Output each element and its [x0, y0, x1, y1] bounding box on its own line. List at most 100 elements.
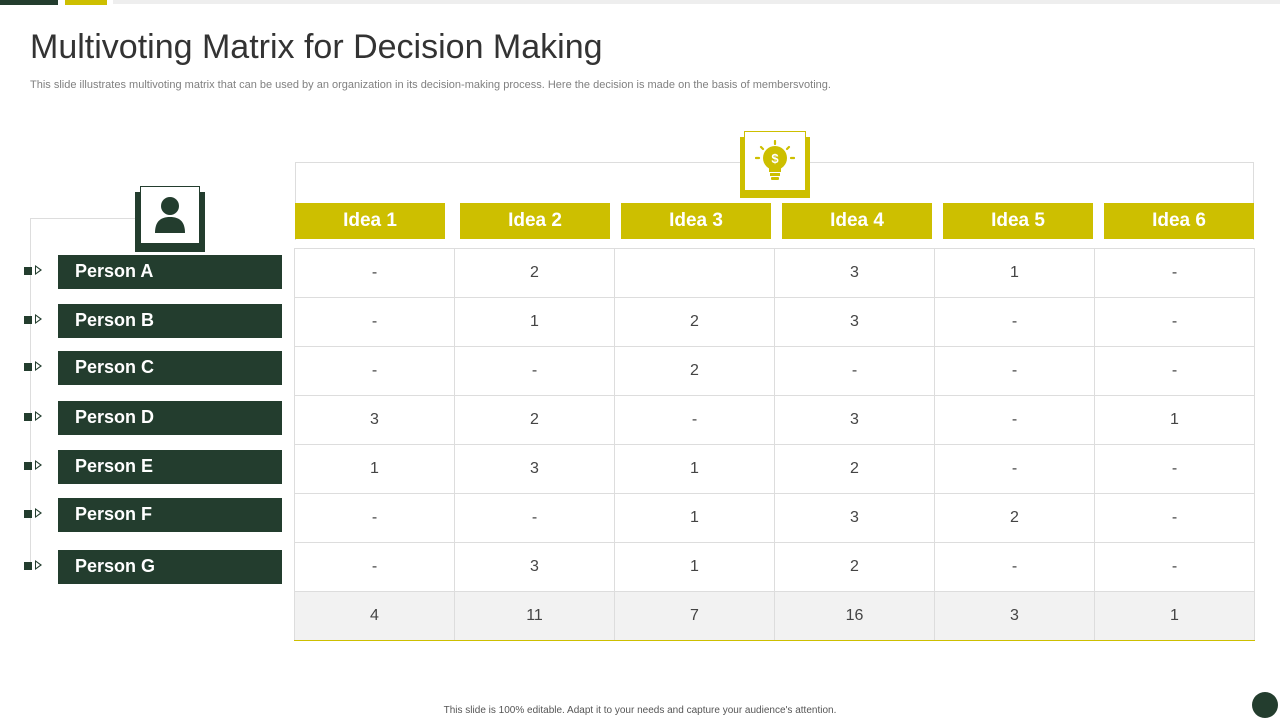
total-cell: 4 — [294, 591, 455, 641]
vote-cell: 3 — [454, 542, 615, 592]
vote-cell: 2 — [774, 542, 935, 592]
total-cell: 1 — [1094, 591, 1255, 641]
total-cell: 16 — [774, 591, 935, 641]
person-row: Person G — [24, 550, 282, 584]
vote-cell: - — [294, 297, 455, 347]
connector-line — [30, 218, 136, 219]
vote-cell: 2 — [454, 395, 615, 445]
vote-cell: - — [1094, 493, 1255, 543]
total-cell: 11 — [454, 591, 615, 641]
vote-matrix: - 2 3 1 - - 1 2 3 - - - - 2 - - - 3 2 - … — [294, 248, 1255, 641]
vote-cell: - — [454, 346, 615, 396]
vote-cell: - — [934, 297, 1095, 347]
vote-cell: 3 — [774, 248, 935, 298]
vote-cell — [614, 248, 775, 298]
vote-cell: - — [934, 395, 1095, 445]
vote-cell: 1 — [614, 493, 775, 543]
bullet-square — [24, 562, 32, 570]
page-subtitle: This slide illustrates multivoting matri… — [30, 79, 831, 91]
vote-cell: - — [1094, 346, 1255, 396]
footer-note: This slide is 100% editable. Adapt it to… — [443, 705, 837, 716]
person-row: Person F — [24, 498, 282, 532]
person-row: Person E — [24, 450, 282, 484]
vote-cell: 3 — [774, 493, 935, 543]
vote-cell: - — [294, 346, 455, 396]
bullet-square — [24, 267, 32, 275]
vote-cell: 2 — [774, 444, 935, 494]
lightbulb-dollar-icon: $ — [755, 140, 795, 180]
bullet-square — [24, 413, 32, 421]
person-label: Person C — [58, 351, 282, 385]
vote-cell: 3 — [774, 395, 935, 445]
svg-text:$: $ — [771, 151, 779, 166]
corner-decoration — [1252, 692, 1278, 718]
vote-cell: 3 — [774, 297, 935, 347]
table-row: 1 3 1 2 - - — [294, 444, 1255, 494]
arrow-icon — [35, 265, 42, 275]
person-label: Person B — [58, 304, 282, 338]
person-label: Person A — [58, 255, 282, 289]
arrow-icon — [35, 314, 42, 324]
column-header-idea: Idea 2 — [460, 203, 610, 239]
column-header-idea: Idea 1 — [295, 203, 445, 239]
table-row: - - 1 3 2 - — [294, 493, 1255, 543]
column-header-idea: Idea 3 — [621, 203, 771, 239]
vote-cell: - — [1094, 542, 1255, 592]
idea-icon-box: $ — [740, 131, 810, 198]
person-label: Person E — [58, 450, 282, 484]
vote-cell: 1 — [294, 444, 455, 494]
table-row: - 3 1 2 - - — [294, 542, 1255, 592]
table-row: 3 2 - 3 - 1 — [294, 395, 1255, 445]
connector-line — [30, 218, 31, 566]
table-row: - 2 3 1 - — [294, 248, 1255, 298]
person-row: Person D — [24, 401, 282, 435]
page-title: Multivoting Matrix for Decision Making — [30, 28, 603, 66]
vote-cell: - — [1094, 248, 1255, 298]
arrow-icon — [35, 361, 42, 371]
vote-cell: - — [1094, 444, 1255, 494]
vote-cell: - — [294, 542, 455, 592]
person-label: Person G — [58, 550, 282, 584]
top-accent-line — [113, 0, 1280, 4]
total-cell: 7 — [614, 591, 775, 641]
vote-cell: - — [454, 493, 615, 543]
top-accent-yellow — [65, 0, 107, 5]
table-row: - - 2 - - - — [294, 346, 1255, 396]
arrow-icon — [35, 560, 42, 570]
user-icon — [155, 197, 185, 233]
vote-cell: 3 — [454, 444, 615, 494]
bullet-square — [24, 510, 32, 518]
bullet-square — [24, 316, 32, 324]
column-header-idea: Idea 5 — [943, 203, 1093, 239]
arrow-icon — [35, 460, 42, 470]
vote-cell: 1 — [1094, 395, 1255, 445]
table-row: - 1 2 3 - - — [294, 297, 1255, 347]
vote-cell: - — [934, 444, 1095, 494]
vote-cell: - — [1094, 297, 1255, 347]
vote-cell: 1 — [454, 297, 615, 347]
vote-cell: - — [934, 346, 1095, 396]
person-label: Person F — [58, 498, 282, 532]
vote-cell: - — [294, 493, 455, 543]
person-row: Person C — [24, 351, 282, 385]
person-row: Person B — [24, 304, 282, 338]
column-header-idea: Idea 6 — [1104, 203, 1254, 239]
vote-cell: - — [934, 542, 1095, 592]
totals-row: 4 11 7 16 3 1 — [294, 591, 1255, 641]
vote-cell: 2 — [614, 297, 775, 347]
vote-cell: 1 — [614, 444, 775, 494]
vote-cell: 2 — [614, 346, 775, 396]
person-row: Person A — [24, 255, 282, 289]
vote-cell: 1 — [934, 248, 1095, 298]
person-label: Person D — [58, 401, 282, 435]
vote-cell: 1 — [614, 542, 775, 592]
total-cell: 3 — [934, 591, 1095, 641]
vote-cell: - — [614, 395, 775, 445]
column-header-idea: Idea 4 — [782, 203, 932, 239]
arrow-icon — [35, 508, 42, 518]
person-icon-box — [135, 186, 205, 252]
bullet-square — [24, 363, 32, 371]
vote-cell: - — [294, 248, 455, 298]
vote-cell: 3 — [294, 395, 455, 445]
top-accent-dark — [0, 0, 58, 5]
